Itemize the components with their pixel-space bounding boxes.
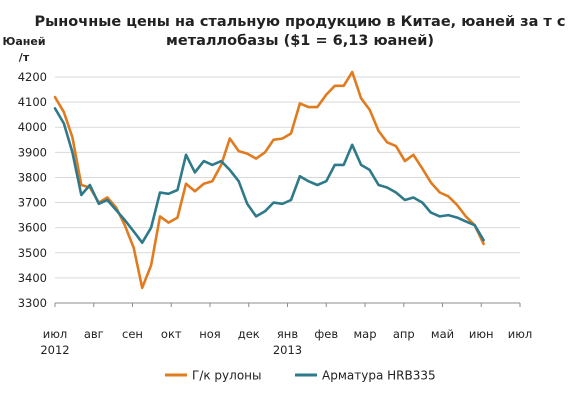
x-tick-label: сен: [122, 327, 143, 341]
legend-label: Г/к рулоны: [192, 369, 261, 383]
y-tick-label: 4100: [18, 95, 47, 109]
y-axis-title-line-2: /т: [19, 51, 30, 64]
y-tick-label: 3700: [18, 196, 47, 210]
y-axis-title: Юаней /т: [2, 35, 45, 64]
x-tick-label: май: [431, 327, 454, 341]
x-axis-ticks: июл авг сен окт ноя дек янв фев мар апр май июн июл: [43, 303, 533, 341]
y-tick-label: 4200: [18, 70, 47, 84]
year-label: 2013: [273, 343, 302, 357]
year-label: 2012: [40, 343, 69, 357]
x-tick-label: авг: [84, 327, 104, 341]
chart-title-line-2: металлобазы ($1 = 6,13 юаней): [166, 33, 434, 49]
year-labels: 2012 2013: [40, 343, 302, 357]
y-tick-label: 4000: [18, 120, 47, 134]
x-tick-label: июн: [469, 327, 494, 341]
series-line-1: [53, 70, 485, 290]
x-tick-label: апр: [393, 327, 415, 341]
x-tick-label: фев: [314, 327, 338, 341]
y-tick-label: 3500: [18, 246, 47, 260]
chart-title: Рыночные цены на стальную продукцию в Ки…: [35, 14, 566, 49]
y-tick-label: 3400: [18, 271, 47, 285]
x-tick-label: ноя: [199, 327, 220, 341]
x-tick-label: окт: [161, 327, 182, 341]
y-tick-label: 3900: [18, 145, 47, 159]
legend: Г/к рулоны Арматура HRB335: [165, 369, 436, 383]
gridlines: [55, 76, 520, 304]
series-lines: [53, 70, 485, 290]
series-line-2: [53, 107, 485, 244]
x-tick-label: июл: [43, 327, 68, 341]
y-tick-label: 3600: [18, 221, 47, 235]
x-tick-label: янв: [277, 327, 298, 341]
x-tick-label: мар: [353, 327, 376, 341]
y-axis-title-line-1: Юаней: [2, 35, 45, 48]
y-axis-ticks: 3300 3400 3500 3600 3700 3800 3900 4000 4100 4200: [18, 70, 47, 310]
x-tick-label: дек: [238, 327, 260, 341]
legend-label: Арматура HRB335: [322, 369, 436, 383]
y-tick-label: 3300: [18, 296, 47, 310]
x-tick-label: июл: [508, 327, 533, 341]
y-tick-label: 3800: [18, 170, 47, 184]
chart-title-line-1: Рыночные цены на стальную продукцию в Ки…: [35, 14, 566, 30]
